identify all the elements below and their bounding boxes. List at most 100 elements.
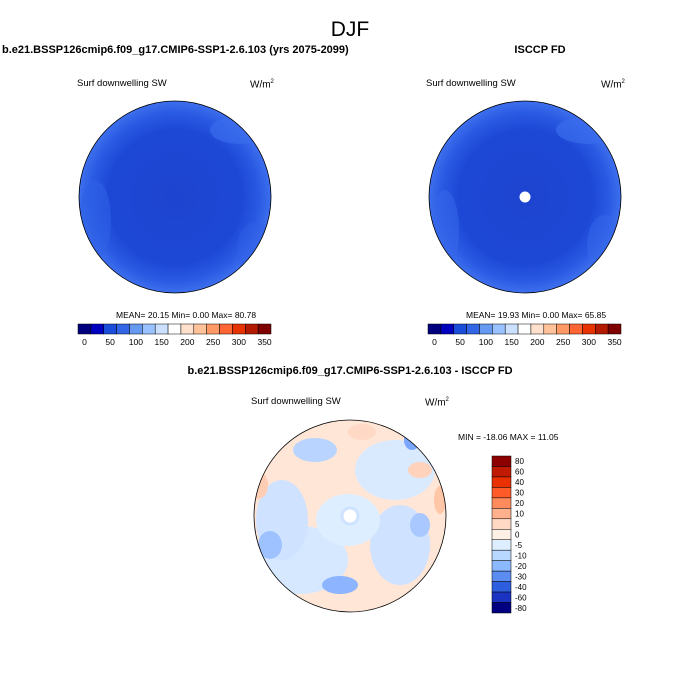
colorbar-tick-label: 30 <box>515 489 524 498</box>
colorbar-tick-label: 20 <box>515 499 524 508</box>
colorbar-swatch <box>491 518 512 530</box>
panel-1-stats: MEAN= 20.15 Min= 0.00 Max= 80.78 <box>116 310 257 320</box>
panel-2-colorbar: 0 50 100 150 200 250 300 350 <box>427 323 622 347</box>
panel-2-units: W/m2 <box>601 79 625 90</box>
colorbar-swatch <box>116 323 130 335</box>
colorbar-swatch <box>569 323 583 335</box>
colorbar-tick-label: -60 <box>515 593 527 602</box>
colorbar-swatch <box>142 323 156 335</box>
panel-3-title: b.e21.BSSP126cmip6.f09_g17.CMIP6-SSP1-2.… <box>187 365 513 377</box>
panel-1-units: W/m2 <box>250 79 274 90</box>
colorbar-swatch <box>491 539 512 551</box>
colorbar-swatch <box>219 323 233 335</box>
colorbar-tick-label: 50 <box>455 337 465 347</box>
colorbar-tick-label: 80 <box>515 457 524 466</box>
panel-2-title: ISCCP FD <box>514 44 566 56</box>
panel-3-variable-label: Surf downwelling SW <box>251 396 341 407</box>
colorbar-swatch <box>103 323 117 335</box>
colorbar-tick-label: 10 <box>515 510 524 519</box>
panel-3-map-border <box>253 419 447 613</box>
colorbar-tick-label: -20 <box>515 562 527 571</box>
colorbar-tick-label: -30 <box>515 572 527 581</box>
colorbar-swatch <box>167 323 182 335</box>
colorbar-tick-label: 350 <box>257 337 271 347</box>
colorbar-tick-label: 250 <box>206 337 220 347</box>
colorbar-swatch <box>90 323 104 335</box>
panel-3-stats: MIN = -18.06 MAX = 11.05 <box>458 432 559 442</box>
colorbar-tick-label: 50 <box>105 337 115 347</box>
colorbar-swatch <box>232 323 246 335</box>
colorbar-tick-label: 300 <box>232 337 246 347</box>
colorbar-swatch <box>129 323 143 335</box>
panel-1-map <box>78 100 272 294</box>
colorbar-swatch <box>440 323 454 335</box>
colorbar-tick-label: 350 <box>607 337 621 347</box>
colorbar-swatch <box>466 323 480 335</box>
colorbar-tick-label: 200 <box>180 337 194 347</box>
colorbar-tick-label: 0 <box>82 337 87 347</box>
panel-1-variable-label: Surf downwelling SW <box>77 78 167 89</box>
panel-1-units-base: W/m <box>250 79 271 91</box>
colorbar-swatch <box>257 323 272 335</box>
colorbar-swatch <box>491 602 512 614</box>
colorbar-swatch <box>491 581 512 593</box>
colorbar-tick-label: -5 <box>515 541 523 550</box>
colorbar-swatch <box>607 323 622 335</box>
colorbar-swatch <box>491 487 512 499</box>
colorbar-swatch <box>491 455 512 467</box>
colorbar-tick-label: 250 <box>556 337 570 347</box>
panel-2-variable-label: Surf downwelling SW <box>426 78 516 89</box>
panel-2-units-base: W/m <box>601 79 622 91</box>
panel-2-polar-hole <box>519 191 531 203</box>
panel-2-stats: MEAN= 19.93 Min= 0.00 Max= 65.85 <box>466 310 607 320</box>
panel-3-map <box>253 419 447 613</box>
colorbar-swatch <box>491 529 512 540</box>
panel-1-map-field <box>79 101 271 293</box>
colorbar-tick-label: 200 <box>530 337 544 347</box>
colorbar-tick-label: 60 <box>515 468 524 477</box>
colorbar-tick-label: 150 <box>505 337 519 347</box>
colorbar-swatch <box>491 497 512 509</box>
colorbar-swatch <box>556 323 570 335</box>
panel-1-title: b.e21.BSSP126cmip6.f09_g17.CMIP6-SSP1-2.… <box>2 44 349 56</box>
panel-2-units-sup: 2 <box>621 79 625 85</box>
colorbar-swatch <box>154 323 169 335</box>
colorbar-swatch <box>491 570 512 582</box>
colorbar-tick-label: 100 <box>479 337 493 347</box>
colorbar-swatch <box>180 323 195 335</box>
colorbar-swatch <box>453 323 467 335</box>
colorbar-tick-label: -80 <box>515 604 527 613</box>
panel-3-units-base: W/m <box>425 397 446 409</box>
colorbar-swatch <box>582 323 596 335</box>
colorbar-tick-label: 100 <box>129 337 143 347</box>
colorbar-swatch <box>491 560 512 572</box>
colorbar-swatch <box>543 323 557 335</box>
panel-2-map <box>428 100 622 294</box>
colorbar-swatch <box>77 323 92 335</box>
colorbar-swatch <box>206 323 220 335</box>
panel-3-polar-hole <box>340 506 360 526</box>
colorbar-swatch <box>491 549 512 561</box>
colorbar-swatch <box>491 466 512 478</box>
colorbar-tick-label: 40 <box>515 478 524 487</box>
colorbar-tick-label: 300 <box>582 337 596 347</box>
colorbar-swatch <box>517 323 532 335</box>
panel-2-map-border <box>428 100 622 294</box>
panel-1-map-border <box>78 100 272 294</box>
panel-1-units-sup: 2 <box>270 79 274 85</box>
colorbar-tick-label: -40 <box>515 583 527 592</box>
colorbar-swatch <box>491 591 512 603</box>
colorbar-swatch <box>193 323 207 335</box>
panel-3-units: W/m2 <box>425 397 449 408</box>
colorbar-swatch <box>491 508 512 520</box>
colorbar-tick-label: 0 <box>515 531 520 540</box>
colorbar-swatch <box>530 323 545 335</box>
colorbar-swatch <box>245 323 259 335</box>
colorbar-tick-label: 5 <box>515 520 520 529</box>
colorbar-tick-label: -10 <box>515 551 527 560</box>
panel-1-colorbar: 0 50 100 150 200 250 300 350 <box>77 323 272 347</box>
colorbar-swatch <box>491 476 512 488</box>
colorbar-swatch <box>595 323 609 335</box>
